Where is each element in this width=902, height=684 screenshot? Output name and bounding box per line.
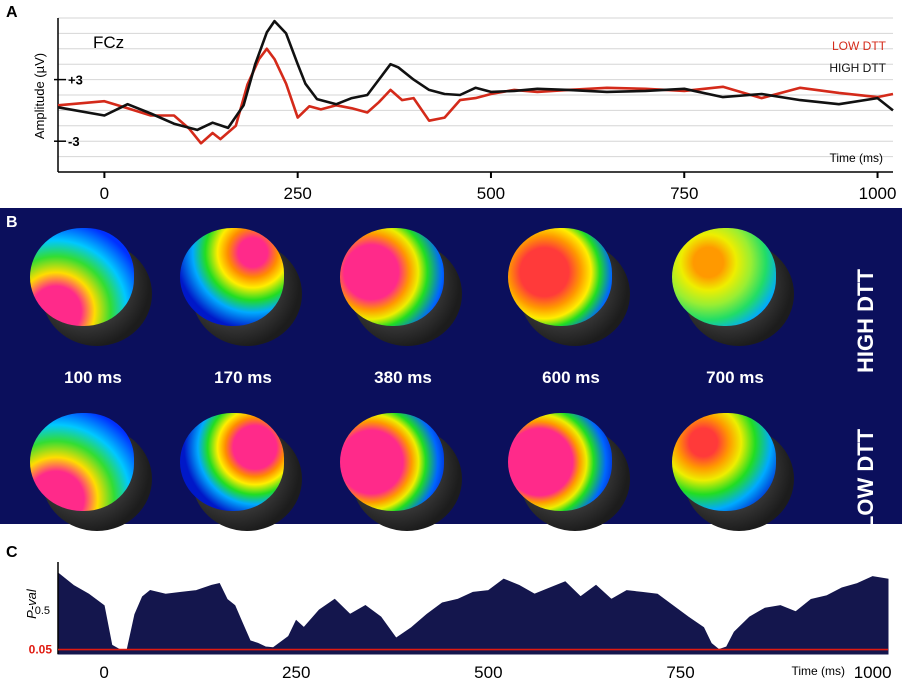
y-tick-label-threshold: 0.05 (29, 643, 53, 657)
y-axis-label: Amplitude (µV) (32, 53, 47, 139)
legend-low-dtt: LOW DTT (832, 39, 887, 53)
y-tick-label: 0.5 (35, 605, 50, 617)
topography-colormap (508, 228, 612, 326)
scalp-topography-map (340, 413, 462, 531)
x-tick-label: 500 (477, 184, 505, 203)
topography-panel: B 100 ms 170 ms 380 ms 600 ms 700 ms HIGH DTT… (0, 208, 902, 531)
scalp-topography-map (508, 228, 630, 346)
y-tick-label: +3 (68, 73, 83, 88)
x-tick-label: 0 (100, 184, 109, 203)
topography-colormap (508, 413, 612, 511)
time-label: 700 ms (706, 368, 764, 387)
scalp-topography-map (180, 228, 302, 346)
erp-line-chart: +3 -3 0 250 500 750 1000 FCz Time (ms) Amplitude … (32, 17, 897, 203)
scalp-topography-map (30, 228, 152, 346)
x-tick-label: 750 (670, 184, 698, 203)
topography-colormap (672, 228, 776, 326)
pvalue-area-chart: 0.5 0.05 0 250 500 750 1000 Time (ms) P-val (24, 562, 892, 682)
electrode-annotation: FCz (93, 33, 124, 52)
topography-colormap (180, 413, 284, 511)
scalp-topography-map (508, 413, 630, 531)
series-line-high-dtt (57, 19, 894, 132)
series-line-low-dtt (57, 47, 894, 145)
topography-colormap (180, 228, 284, 326)
topography-colormap (340, 228, 444, 326)
y-tick-label: -3 (68, 134, 80, 149)
x-tick-label: 250 (283, 184, 311, 203)
topography-colormap (672, 413, 776, 511)
panel-b-label: B (6, 214, 18, 231)
topography-colormap (30, 413, 134, 511)
x-tick-label: 500 (474, 663, 502, 682)
scalp-topography-map (30, 413, 152, 531)
time-label: 600 ms (542, 368, 600, 387)
x-axis-label: Time (ms) (829, 151, 883, 165)
row-label: LOW DTT (853, 428, 878, 530)
panel-c-label: C (6, 544, 18, 561)
row-label: HIGH DTT (853, 269, 878, 373)
legend-high-dtt: HIGH DTT (829, 61, 886, 75)
pvalue-area (57, 571, 889, 655)
x-tick-label: 1000 (859, 184, 897, 203)
scalp-topography-map (180, 413, 302, 531)
time-label: 380 ms (374, 368, 432, 387)
scalp-topography-map (672, 413, 794, 531)
panel-a-label: A (6, 4, 18, 21)
scalp-topography-map (672, 228, 794, 346)
topography-colormap (30, 228, 134, 326)
topography-colormap (340, 413, 444, 511)
x-axis-label: Time (ms) (791, 664, 845, 678)
time-label: 100 ms (64, 368, 122, 387)
scalp-topography-map (340, 228, 462, 346)
x-tick-label: 1000 (854, 663, 892, 682)
x-tick-label: 250 (282, 663, 310, 682)
y-axis-label: P-val (24, 588, 39, 619)
time-label: 170 ms (214, 368, 272, 387)
x-tick-label: 750 (666, 663, 694, 682)
x-tick-label: 0 (99, 663, 108, 682)
